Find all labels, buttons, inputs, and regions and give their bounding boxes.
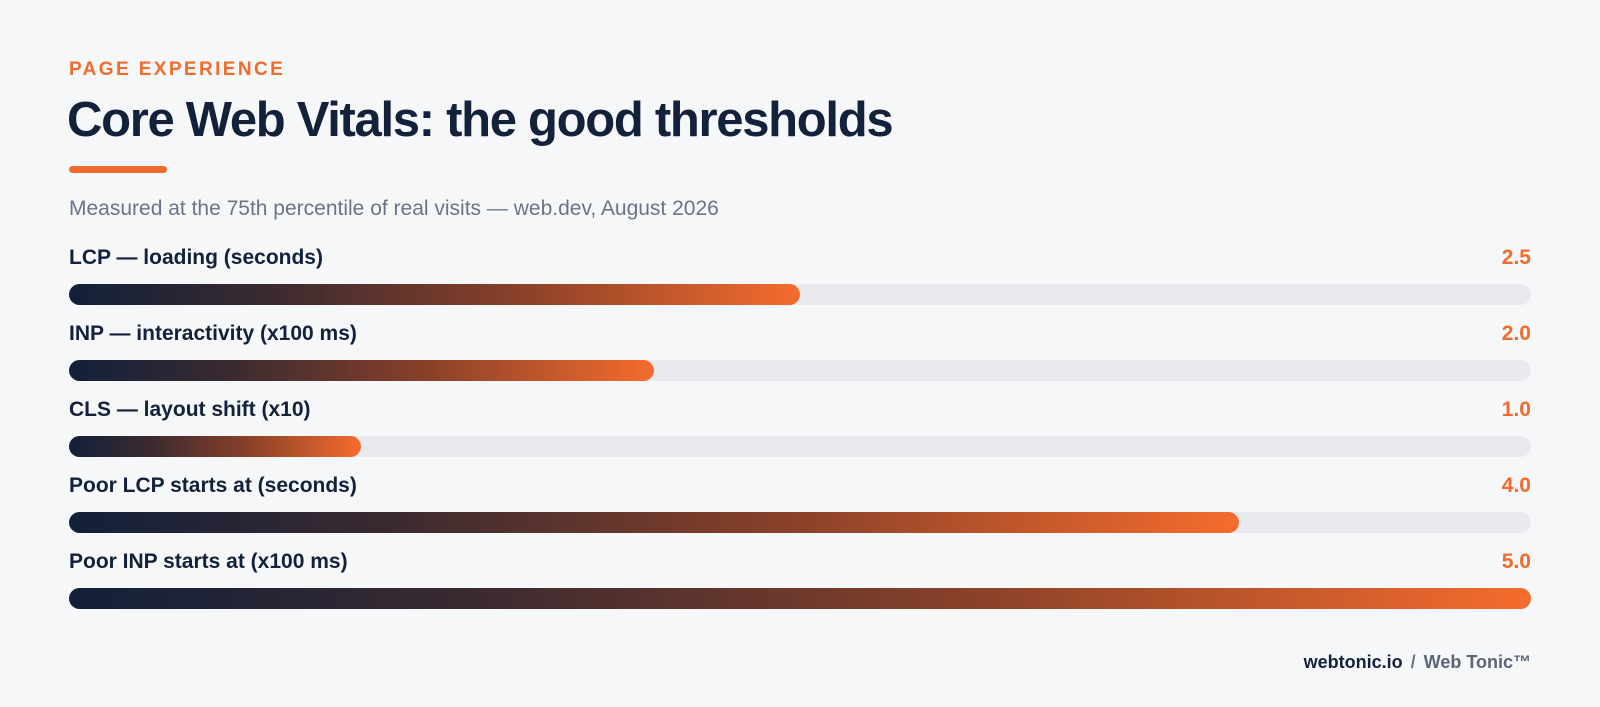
- accent-rule: [69, 166, 167, 173]
- bar-row: INP — interactivity (x100 ms) 2.0: [69, 322, 1531, 392]
- bar-label: Poor LCP starts at (seconds): [69, 474, 357, 497]
- bar-label: CLS — layout shift (x10): [69, 398, 311, 421]
- bar-fill: [69, 436, 361, 457]
- bar-row: Poor INP starts at (x100 ms) 5.0: [69, 550, 1531, 620]
- bar-row: Poor LCP starts at (seconds) 4.0: [69, 474, 1531, 544]
- footer-credit: webtonic.io / Web Tonic™: [1304, 652, 1531, 673]
- eyebrow-label: PAGE EXPERIENCE: [69, 59, 286, 80]
- footer-separator: /: [1410, 652, 1416, 672]
- bar-value-label: 2.0: [1501, 322, 1531, 345]
- bar-fill: [69, 360, 654, 381]
- bar-fill: [69, 512, 1239, 533]
- bar-label: INP — interactivity (x100 ms): [69, 322, 357, 345]
- chart-title: Core Web Vitals: the good thresholds: [67, 93, 894, 147]
- bar-track: [69, 360, 1531, 381]
- footer-brand: Web Tonic™: [1423, 652, 1531, 672]
- bar-row: CLS — layout shift (x10) 1.0: [69, 398, 1531, 468]
- bar-fill: [69, 588, 1531, 609]
- chart-subtitle: Measured at the 75th percentile of real …: [69, 197, 719, 220]
- bar-track: [69, 284, 1531, 305]
- bar-value-label: 1.0: [1501, 398, 1531, 421]
- bar-track: [69, 588, 1531, 609]
- bar-track: [69, 512, 1531, 533]
- bar-value-label: 2.5: [1501, 246, 1531, 269]
- bar-value-label: 5.0: [1501, 550, 1531, 573]
- bar-track: [69, 436, 1531, 457]
- bar-label: LCP — loading (seconds): [69, 246, 323, 269]
- footer-domain: webtonic.io: [1303, 652, 1403, 672]
- bar-value-label: 4.0: [1501, 474, 1531, 497]
- bar-label: Poor INP starts at (x100 ms): [69, 550, 348, 573]
- bar-fill: [69, 284, 800, 305]
- bar-row: LCP — loading (seconds) 2.5: [69, 246, 1531, 316]
